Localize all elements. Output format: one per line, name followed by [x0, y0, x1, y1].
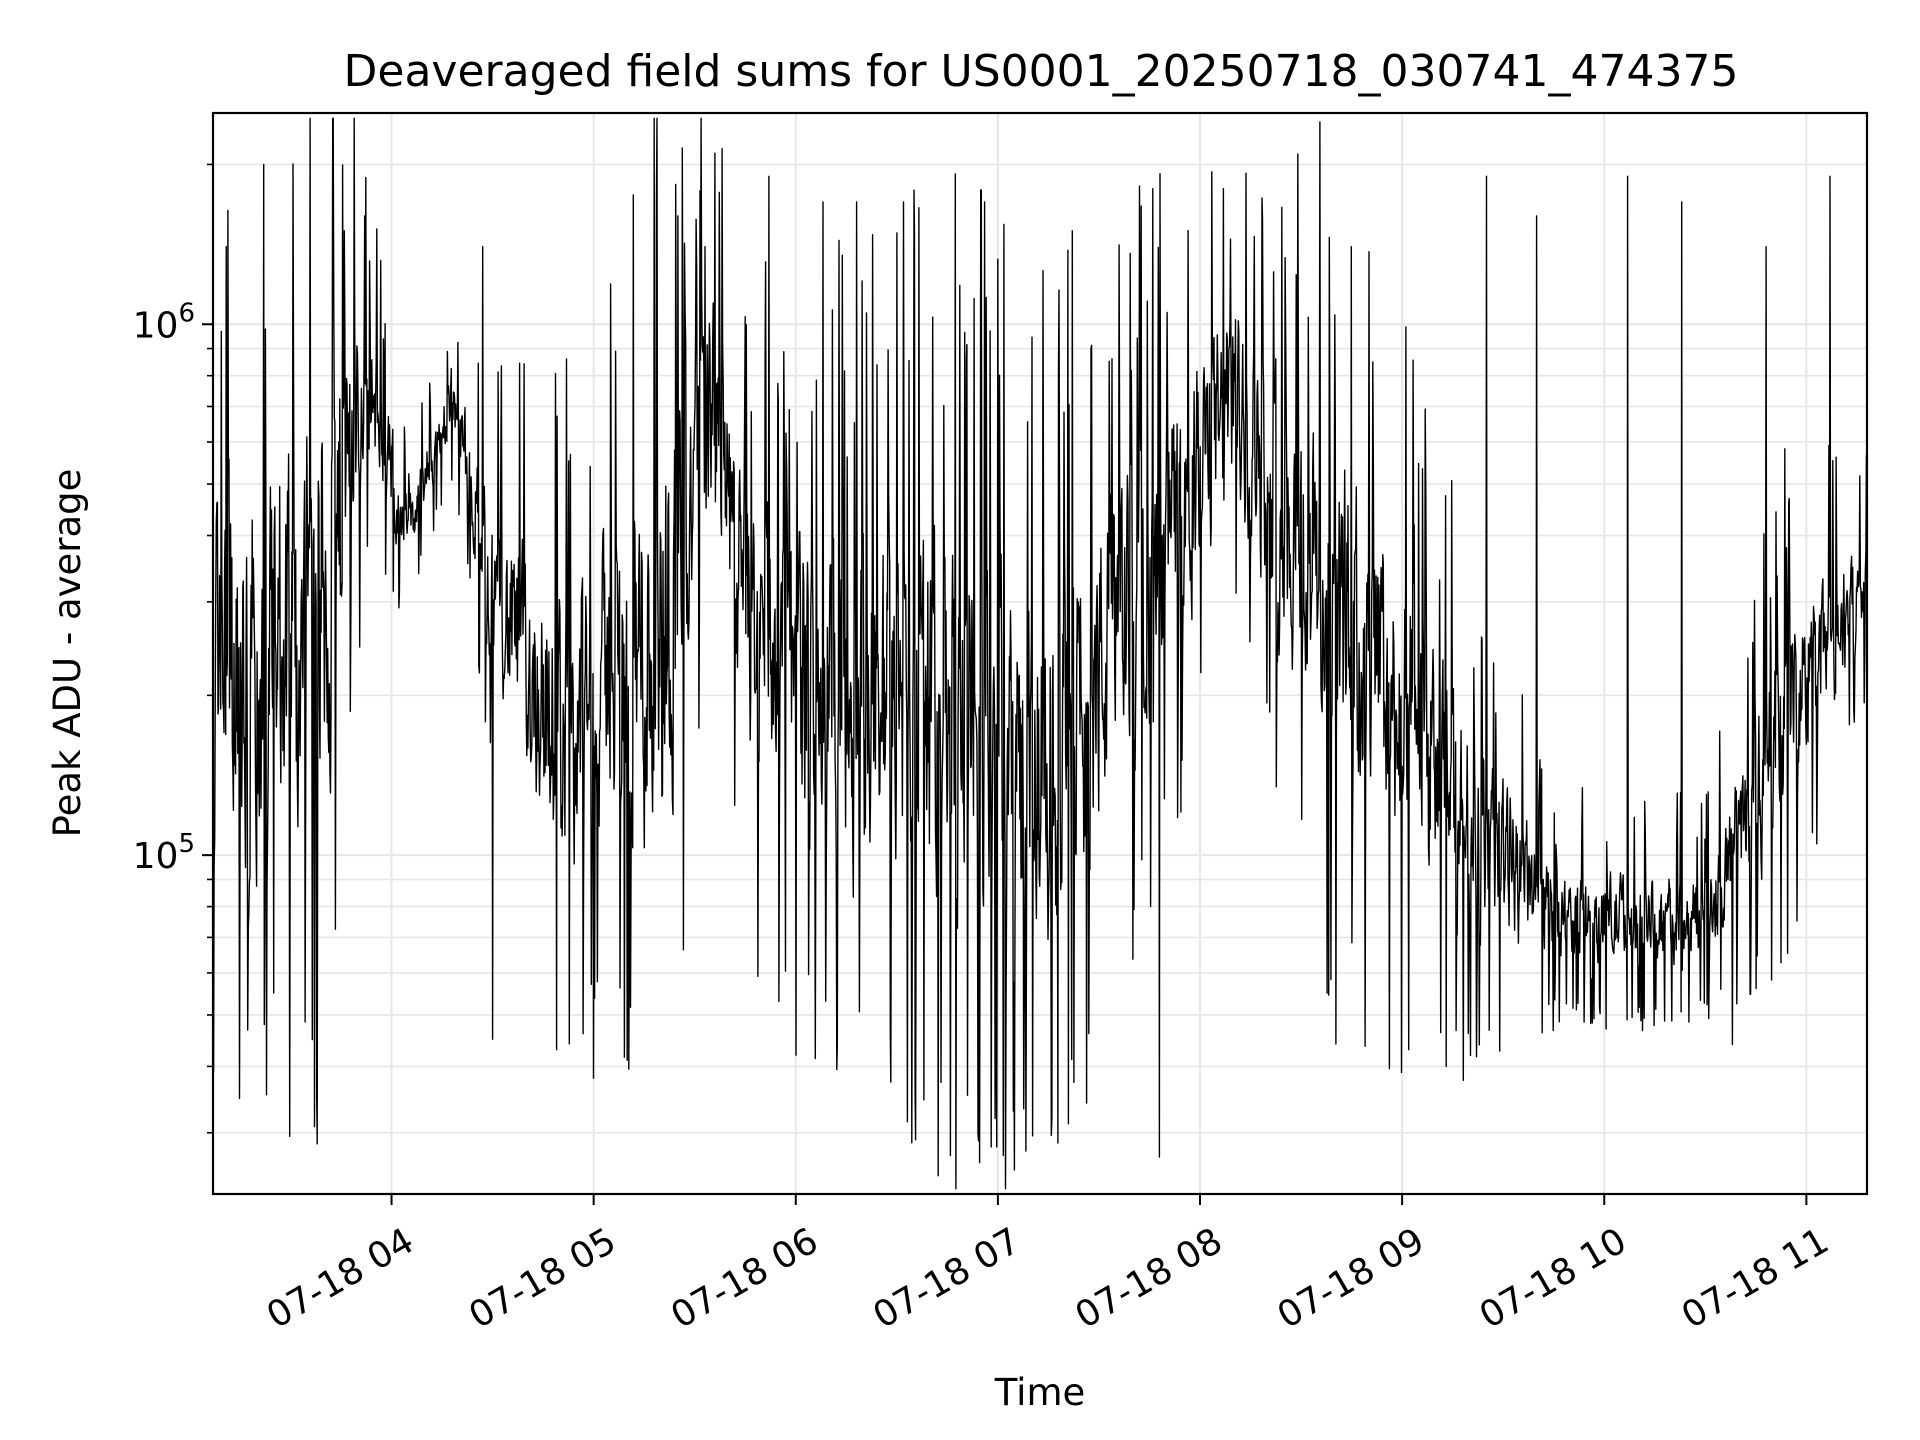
y-tick-label: 105: [133, 829, 195, 877]
y-tick-label-exponent: 6: [178, 298, 195, 328]
chart-title: Deaveraged field sums for US0001_2025071…: [344, 46, 1739, 97]
y-tick-label-base: 10: [133, 836, 179, 877]
y-tick-label-exponent: 5: [178, 829, 195, 859]
plot-area-frame: [211, 111, 1869, 1196]
x-axis-label: Time: [994, 1371, 1086, 1414]
y-axis-label: Peak ADU - average: [46, 469, 89, 838]
y-tick-label: 106: [133, 298, 195, 346]
series-line: [212, 117, 1868, 1190]
y-tick-label-base: 10: [133, 305, 179, 346]
data-layer: [212, 117, 1868, 1190]
